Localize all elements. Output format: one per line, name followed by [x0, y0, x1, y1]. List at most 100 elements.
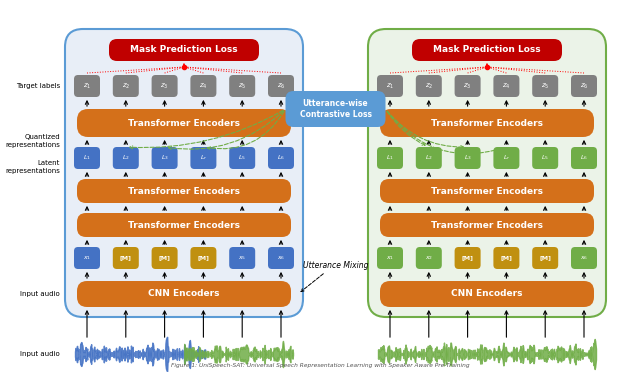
Text: $z_1$: $z_1$	[386, 81, 394, 91]
FancyBboxPatch shape	[152, 75, 178, 97]
Text: $x_6$: $x_6$	[580, 254, 588, 262]
FancyBboxPatch shape	[377, 247, 403, 269]
Text: Target labels: Target labels	[16, 83, 60, 89]
Text: $L_5$: $L_5$	[238, 154, 246, 163]
FancyBboxPatch shape	[152, 147, 178, 169]
FancyBboxPatch shape	[416, 247, 442, 269]
Text: $L_5$: $L_5$	[541, 154, 549, 163]
FancyBboxPatch shape	[493, 247, 520, 269]
Text: [M]: [M]	[198, 256, 209, 260]
Text: Utterance Mixing: Utterance Mixing	[303, 262, 368, 270]
Text: $z_6$: $z_6$	[580, 81, 588, 91]
FancyBboxPatch shape	[285, 91, 385, 127]
FancyBboxPatch shape	[152, 247, 178, 269]
Text: $z_5$: $z_5$	[541, 81, 549, 91]
FancyBboxPatch shape	[74, 147, 100, 169]
FancyBboxPatch shape	[416, 75, 442, 97]
FancyBboxPatch shape	[532, 147, 558, 169]
Text: $x_1$: $x_1$	[83, 254, 91, 262]
Text: Transformer Encoders: Transformer Encoders	[431, 186, 543, 196]
FancyBboxPatch shape	[268, 75, 294, 97]
Text: $x_1$: $x_1$	[386, 254, 394, 262]
FancyBboxPatch shape	[571, 147, 597, 169]
Text: [M]: [M]	[461, 256, 474, 260]
FancyBboxPatch shape	[229, 75, 255, 97]
Text: $L_2$: $L_2$	[122, 154, 130, 163]
Text: [M]: [M]	[500, 256, 513, 260]
FancyBboxPatch shape	[77, 179, 291, 203]
Text: $L_6$: $L_6$	[580, 154, 588, 163]
FancyBboxPatch shape	[191, 147, 216, 169]
Text: $z_3$: $z_3$	[161, 81, 169, 91]
FancyBboxPatch shape	[493, 147, 520, 169]
Text: $L_3$: $L_3$	[161, 154, 168, 163]
Text: $z_5$: $z_5$	[238, 81, 246, 91]
Text: Transformer Encoders: Transformer Encoders	[431, 221, 543, 230]
FancyBboxPatch shape	[412, 39, 562, 61]
Text: $L_1$: $L_1$	[83, 154, 91, 163]
Text: Transformer Encoders: Transformer Encoders	[128, 221, 240, 230]
Text: $L_3$: $L_3$	[463, 154, 472, 163]
FancyBboxPatch shape	[74, 247, 100, 269]
Text: $z_1$: $z_1$	[83, 81, 91, 91]
Text: CNN Encoders: CNN Encoders	[451, 289, 523, 298]
Text: Latent
representations: Latent representations	[5, 160, 60, 174]
Text: Input audio: Input audio	[20, 291, 60, 297]
Text: $L_2$: $L_2$	[425, 154, 433, 163]
FancyBboxPatch shape	[380, 213, 594, 237]
FancyBboxPatch shape	[377, 75, 403, 97]
FancyBboxPatch shape	[571, 75, 597, 97]
FancyBboxPatch shape	[74, 75, 100, 97]
Text: $x_5$: $x_5$	[238, 254, 246, 262]
Text: $z_6$: $z_6$	[276, 81, 285, 91]
FancyBboxPatch shape	[380, 179, 594, 203]
Text: $x_2$: $x_2$	[425, 254, 433, 262]
Text: Transformer Encoders: Transformer Encoders	[128, 186, 240, 196]
Text: $z_4$: $z_4$	[502, 81, 511, 91]
FancyBboxPatch shape	[532, 247, 558, 269]
Text: Transformer Encoders: Transformer Encoders	[128, 119, 240, 128]
Text: $L_1$: $L_1$	[386, 154, 394, 163]
Text: $z_4$: $z_4$	[199, 81, 207, 91]
FancyBboxPatch shape	[77, 281, 291, 307]
FancyBboxPatch shape	[113, 247, 139, 269]
Text: Quantized
representations: Quantized representations	[5, 134, 60, 148]
FancyBboxPatch shape	[454, 247, 481, 269]
FancyBboxPatch shape	[191, 75, 216, 97]
Text: $L_r$: $L_r$	[502, 154, 510, 163]
FancyBboxPatch shape	[113, 147, 139, 169]
Text: $x_6$: $x_6$	[277, 254, 285, 262]
FancyBboxPatch shape	[368, 29, 606, 317]
Text: CNN Encoders: CNN Encoders	[148, 289, 220, 298]
FancyBboxPatch shape	[268, 147, 294, 169]
Text: Transformer Encoders: Transformer Encoders	[431, 119, 543, 128]
Text: Utterance-wise
Contrastive Loss: Utterance-wise Contrastive Loss	[300, 99, 371, 119]
FancyBboxPatch shape	[377, 147, 403, 169]
Text: Mask Prediction Loss: Mask Prediction Loss	[433, 45, 541, 55]
Text: $L_6$: $L_6$	[277, 154, 285, 163]
Text: $z_2$: $z_2$	[424, 81, 433, 91]
FancyBboxPatch shape	[229, 147, 255, 169]
FancyBboxPatch shape	[77, 109, 291, 137]
FancyBboxPatch shape	[416, 147, 442, 169]
FancyBboxPatch shape	[65, 29, 303, 317]
FancyBboxPatch shape	[571, 247, 597, 269]
FancyBboxPatch shape	[113, 75, 139, 97]
FancyBboxPatch shape	[454, 75, 481, 97]
Text: $L_r$: $L_r$	[200, 154, 207, 163]
Text: [M]: [M]	[120, 256, 132, 260]
Text: [M]: [M]	[159, 256, 170, 260]
Text: Mask Prediction Loss: Mask Prediction Loss	[130, 45, 238, 55]
FancyBboxPatch shape	[493, 75, 520, 97]
FancyBboxPatch shape	[229, 247, 255, 269]
FancyBboxPatch shape	[380, 109, 594, 137]
FancyBboxPatch shape	[380, 281, 594, 307]
Text: Figure 1: UniSpeech-SAT: Universal Speech Representation Learning with Speaker A: Figure 1: UniSpeech-SAT: Universal Speec…	[171, 363, 469, 368]
Text: [M]: [M]	[540, 256, 551, 260]
Text: $z_3$: $z_3$	[463, 81, 472, 91]
Text: Input audio: Input audio	[20, 351, 60, 357]
FancyBboxPatch shape	[268, 247, 294, 269]
FancyBboxPatch shape	[191, 247, 216, 269]
FancyBboxPatch shape	[77, 213, 291, 237]
FancyBboxPatch shape	[109, 39, 259, 61]
